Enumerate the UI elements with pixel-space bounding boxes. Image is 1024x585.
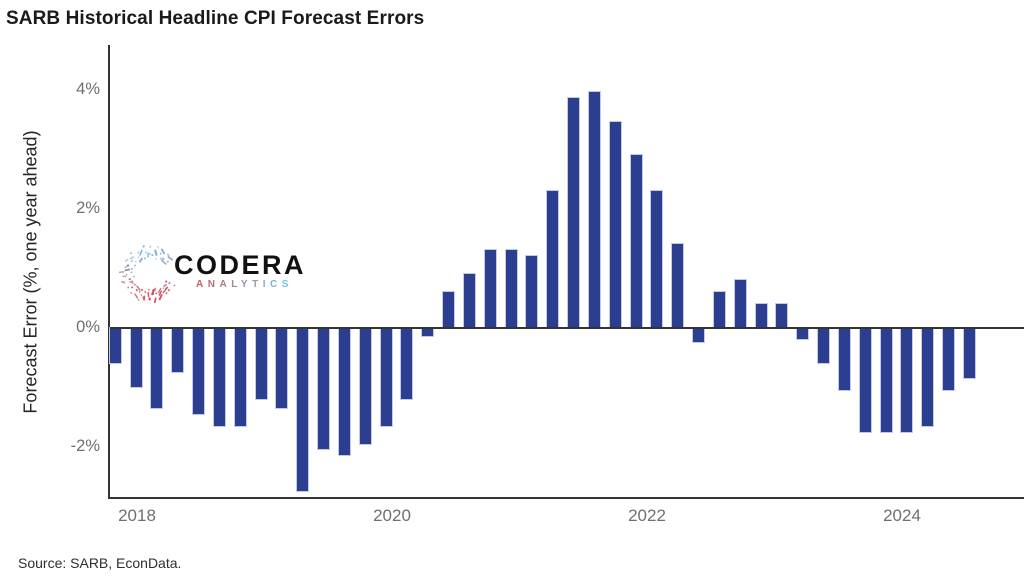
bar <box>859 327 871 432</box>
bar <box>609 122 621 328</box>
chart-title: SARB Historical Headline CPI Forecast Er… <box>6 8 425 29</box>
bar <box>130 327 142 387</box>
bar <box>318 327 330 450</box>
y-tick-label: 2% <box>76 199 100 217</box>
codera-logo-wordmark: CODERA <box>174 250 307 280</box>
bar <box>651 190 663 328</box>
bar <box>443 291 455 328</box>
bar <box>297 327 309 492</box>
bar <box>922 327 934 426</box>
bar <box>963 327 975 379</box>
bar <box>568 98 580 328</box>
bar <box>380 327 392 426</box>
bar <box>943 327 954 390</box>
x-tick-label: 2024 <box>883 506 921 525</box>
y-tick-label: 4% <box>76 80 100 98</box>
bar <box>588 92 600 328</box>
bar <box>109 327 121 364</box>
y-axis-line <box>108 45 110 499</box>
bar <box>422 327 434 337</box>
x-tick-label: 2022 <box>628 506 666 525</box>
y-tick-label: 0% <box>76 318 100 336</box>
bar <box>838 327 850 390</box>
bar <box>797 327 809 340</box>
bar <box>526 256 538 328</box>
zero-line <box>110 326 1024 329</box>
x-tick-label: 2020 <box>373 506 411 525</box>
bar <box>901 327 913 432</box>
bar <box>693 327 705 343</box>
bar <box>547 190 559 328</box>
bar <box>359 327 371 444</box>
bar <box>672 244 684 328</box>
x-axis-line <box>108 497 1024 499</box>
codera-logo-subtitle: ANALYTICS <box>196 279 293 290</box>
bar <box>151 327 163 408</box>
bar <box>193 327 205 414</box>
bar <box>172 327 184 373</box>
bar <box>338 327 350 456</box>
bar <box>234 327 246 426</box>
bar <box>818 327 830 364</box>
y-tick-label: -2% <box>70 437 100 455</box>
bar <box>484 250 496 328</box>
bar <box>630 154 642 328</box>
bar <box>276 327 288 408</box>
x-tick-label: 2018 <box>118 506 156 525</box>
bar <box>713 291 725 328</box>
bar <box>401 327 413 399</box>
bar <box>505 250 517 328</box>
bar <box>255 327 267 399</box>
codera-dotted-ring-icon <box>118 245 176 304</box>
bar <box>776 303 788 328</box>
bar <box>734 279 746 328</box>
codera-logo: CODERA ANALYTICS <box>118 242 306 306</box>
bar <box>880 327 892 432</box>
y-axis-title: Forecast Error (%, one year ahead) <box>20 130 41 414</box>
bar <box>213 327 225 426</box>
bar <box>755 303 767 328</box>
source-note: Source: SARB, EconData. <box>18 555 182 571</box>
bar <box>463 273 475 328</box>
